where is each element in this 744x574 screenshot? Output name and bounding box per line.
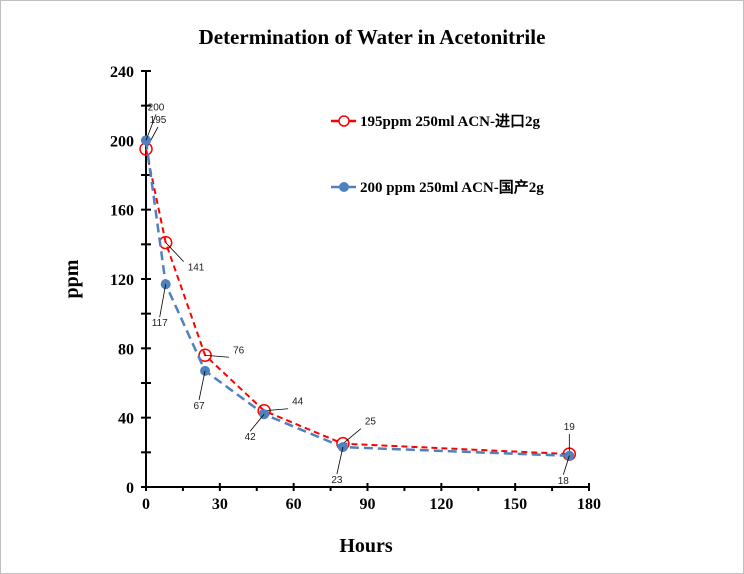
- data-label-leader: [249, 413, 265, 432]
- y-tick-label: 40: [118, 411, 134, 428]
- legend-marker-open: [338, 115, 350, 127]
- data-label: 18: [558, 476, 570, 487]
- data-label-leader: [165, 242, 184, 262]
- data-label-leader: [198, 370, 206, 400]
- data-label: 67: [194, 401, 206, 412]
- data-label: 19: [564, 422, 576, 433]
- data-label-leader: [145, 114, 157, 141]
- y-tick-label: 120: [110, 272, 134, 289]
- data-label: 117: [152, 318, 168, 329]
- data-label: 195: [150, 115, 167, 126]
- x-axis-label: Hours: [339, 535, 393, 557]
- series-line-2: [144, 140, 570, 458]
- data-label: 25: [365, 417, 377, 428]
- data-label: 200: [148, 102, 165, 113]
- data-label-leader: [159, 284, 167, 318]
- x-tick-label: 150: [503, 496, 527, 513]
- x-tick-label: 60: [286, 496, 302, 513]
- x-tick-label: 0: [142, 496, 150, 513]
- legend-label-1: 195ppm 250ml ACN-进口2g: [360, 113, 541, 130]
- data-label-leader: [264, 408, 289, 412]
- data-point-open: [198, 348, 212, 363]
- data-label: 23: [331, 475, 343, 486]
- x-tick-label: 180: [577, 496, 601, 513]
- data-label-leader: [562, 455, 570, 475]
- y-tick-label: 80: [118, 341, 134, 358]
- data-label-leader: [336, 447, 344, 475]
- data-label: 42: [245, 432, 257, 443]
- y-tick-label: 240: [110, 64, 134, 81]
- legend-label-2: 200 ppm 250ml ACN-国产2g: [360, 178, 544, 196]
- data-label: 44: [292, 397, 304, 408]
- x-tick-label: 30: [212, 496, 228, 513]
- series-line-1: [145, 148, 570, 456]
- y-tick-label: 200: [110, 133, 134, 150]
- data-label: 76: [233, 345, 245, 356]
- x-tick-label: 90: [360, 496, 376, 513]
- data-label-leader: [145, 126, 159, 150]
- y-axis-label: ppm: [61, 259, 83, 298]
- data-label: 141: [188, 263, 205, 274]
- y-tick-label: 0: [126, 480, 134, 497]
- y-tick-label: 160: [110, 203, 134, 220]
- chart-title: Determination of Water in Acetonitrile: [199, 25, 546, 49]
- data-label-leader: [205, 354, 230, 358]
- x-tick-label: 120: [429, 496, 453, 513]
- data-label-leader: [342, 428, 362, 444]
- legend-marker-filled: [339, 182, 349, 192]
